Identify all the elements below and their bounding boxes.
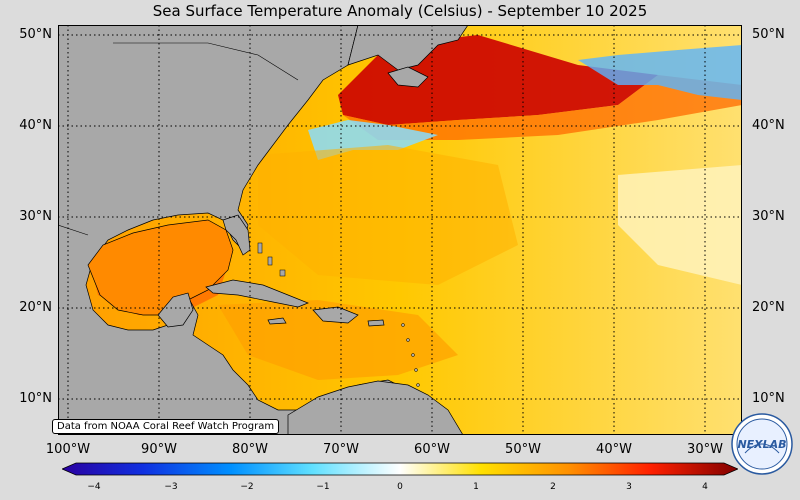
grid-lines [58,25,742,435]
cbar-tick-m3: −3 [164,482,178,492]
lat-label-right-30: 30°N [752,209,785,224]
lon-label-100w: 100°W [45,442,91,457]
lon-label-50w: 50°W [505,442,541,457]
lat-label-right-50: 50°N [752,27,785,42]
land-maritimes [347,25,469,71]
data-credit: Data from NOAA Coral Reef Watch Program [52,419,280,434]
lat-label-left-50: 50°N [19,27,52,42]
lat-label-right-40: 40°N [752,118,785,133]
central-warm [258,145,518,285]
logo-text: NEXLAB [737,438,786,451]
cool-patch-north [578,45,742,100]
sst-anomaly-map [58,25,742,435]
land-yucatan [157,292,194,328]
lon-label-90w: 90°W [141,442,177,457]
lon-label-70w: 70°W [323,442,359,457]
lat-label-left-20: 20°N [19,300,52,315]
land-jamaica [267,317,287,325]
cbar-tick-m1: −1 [316,482,330,492]
colorbar [62,462,738,476]
lat-label-right-20: 20°N [752,300,785,315]
lon-label-30w: 30°W [687,442,723,457]
gulf-of-mexico [87,219,234,316]
land-newfoundland [387,66,429,88]
border-us-mexico [58,224,89,236]
border-us-canada [113,42,299,81]
lat-label-right-10: 10°N [752,391,785,406]
land-puerto-rico [367,319,385,327]
land-florida [222,214,251,256]
land-south-america [287,380,464,435]
cbar-tick-4: 4 [702,482,708,492]
land-lesser-antilles [401,323,420,387]
lat-label-left-10: 10°N [19,391,52,406]
nexlab-logo: NEXLAB [731,413,793,475]
pale-east [618,165,742,285]
lon-label-80w: 80°W [232,442,268,457]
cbar-tick-2: 2 [550,482,556,492]
lon-label-60w: 60°W [414,442,450,457]
cbar-tick-m2: −2 [240,482,254,492]
lat-label-left-30: 30°N [19,209,52,224]
cbar-tick-1: 1 [473,482,479,492]
orange-band [343,75,742,140]
lat-label-left-40: 40°N [19,118,52,133]
cbar-tick-0: 0 [397,482,403,492]
land-cuba [205,279,309,308]
map-title: Sea Surface Temperature Anomaly (Celsius… [152,2,648,20]
land-bahamas [257,242,286,277]
lon-label-40w: 40°W [596,442,632,457]
cbar-tick-3: 3 [626,482,632,492]
cbar-tick-m4: −4 [87,482,101,492]
